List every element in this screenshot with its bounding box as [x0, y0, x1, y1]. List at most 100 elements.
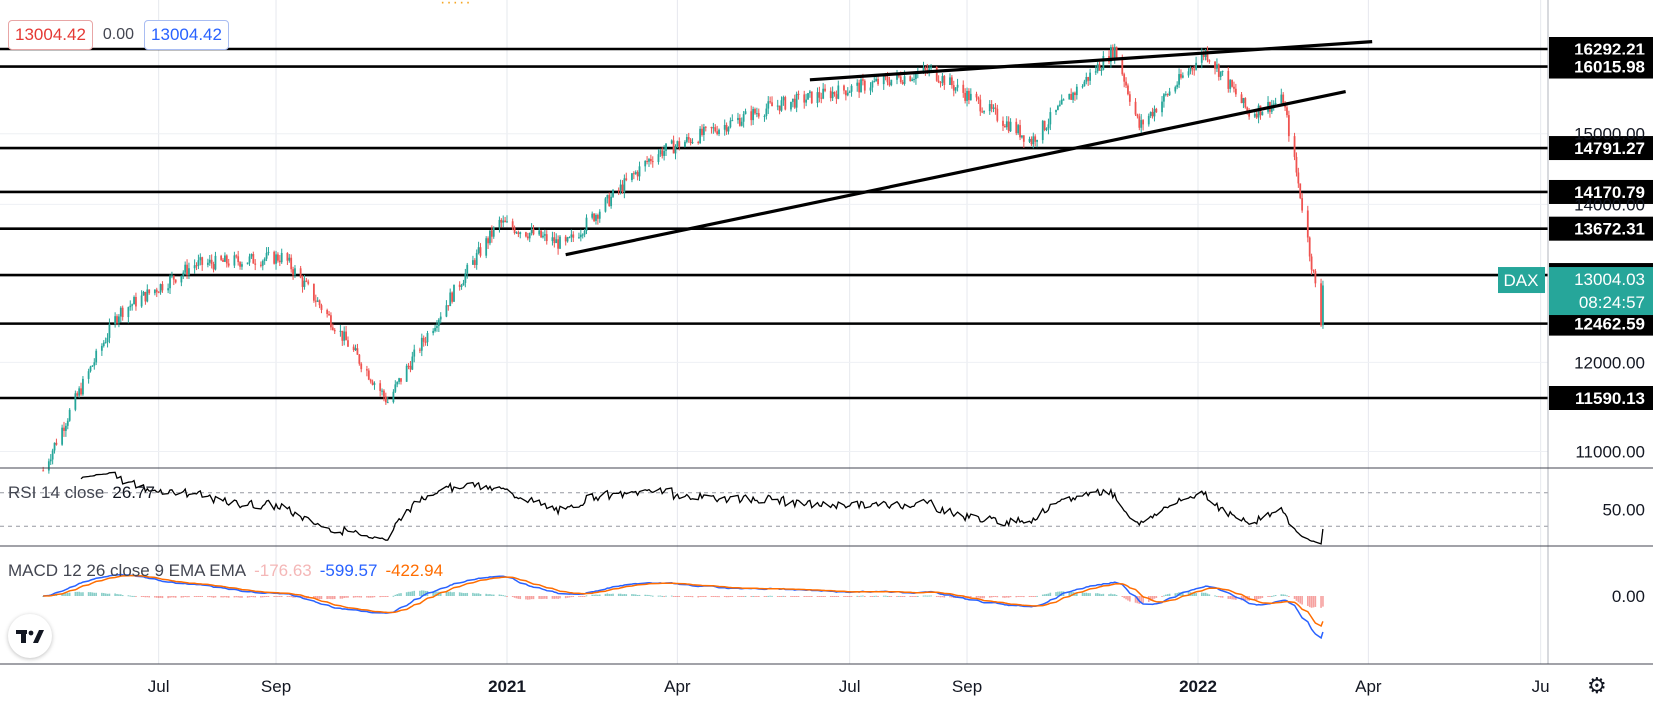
macd-histogram-bar	[314, 596, 317, 600]
candle-body	[1195, 62, 1198, 70]
macd-histogram-bar	[890, 596, 893, 597]
candle-body	[1282, 94, 1285, 105]
candle-body	[241, 264, 243, 267]
macd-histogram-bar	[593, 594, 595, 596]
macd-histogram-bar	[167, 596, 169, 599]
macd-histogram-bar	[597, 594, 599, 596]
candle-body	[754, 108, 756, 114]
macd-histogram-bar	[776, 596, 779, 597]
candle-body	[261, 260, 264, 266]
candle-body	[1163, 94, 1165, 102]
macd-histogram-bar	[182, 596, 185, 598]
macd-line	[43, 573, 1324, 640]
macd-histogram-bar	[1094, 593, 1097, 596]
candle-body	[1060, 99, 1063, 105]
candle-body	[1070, 93, 1073, 100]
candle-body	[193, 265, 196, 269]
candle-body	[674, 146, 677, 154]
candle-body	[341, 330, 344, 341]
candle-body	[280, 252, 283, 263]
tradingview-logo-icon[interactable]	[8, 614, 52, 658]
macd-histogram-bar	[674, 596, 677, 597]
level-label-box	[1549, 54, 1653, 79]
candle-body	[49, 459, 52, 462]
candle-body	[288, 257, 291, 261]
gear-icon[interactable]: ⚙	[1587, 673, 1607, 698]
macd-histogram-bar	[822, 596, 824, 597]
macd-histogram-bar	[979, 596, 982, 599]
macd-histogram-bar	[877, 596, 879, 597]
candle-body	[903, 76, 906, 84]
macd-histogram-bar	[909, 596, 912, 597]
candle-body	[869, 87, 872, 91]
candle-body	[750, 111, 753, 121]
macd-histogram-bar	[1108, 594, 1110, 596]
macd-histogram-bar	[678, 596, 681, 597]
macd-histogram-bar	[373, 596, 376, 598]
candle-body	[1208, 60, 1211, 62]
macd-histogram-bar	[1045, 593, 1048, 596]
candle-body	[259, 264, 262, 266]
macd-histogram-bar	[385, 596, 387, 597]
candle-body	[1297, 172, 1300, 184]
candle-body	[1233, 86, 1235, 89]
candle-body	[1314, 271, 1317, 284]
macd-histogram-bar	[318, 596, 321, 600]
macd-histogram-bar	[252, 596, 255, 598]
macd-histogram-bar	[701, 596, 703, 597]
macd-histogram-bar	[949, 596, 951, 598]
candle-body	[1151, 111, 1154, 117]
buy-price-button[interactable]: 13004.42	[144, 20, 229, 50]
candle-body	[816, 92, 819, 103]
candle-body	[1161, 101, 1163, 113]
macd-histogram-bar	[606, 593, 609, 596]
macd-histogram-bar	[239, 596, 241, 598]
macd-histogram-bar	[434, 591, 436, 596]
candle-body	[472, 260, 474, 265]
macd-histogram-bar	[394, 594, 397, 596]
candle-body	[108, 324, 111, 338]
candle-body	[810, 91, 813, 103]
macd-histogram-bar	[369, 596, 372, 598]
macd-histogram-bar	[91, 592, 94, 596]
sell-price-button[interactable]: 13004.42	[8, 20, 93, 50]
candle-body	[525, 232, 527, 237]
macd-legend[interactable]: MACD 12 26 close 9 EMA EMA -176.63 -599.…	[8, 561, 443, 581]
candle-body	[1068, 93, 1071, 100]
candle-body	[227, 263, 230, 266]
macd-histogram-bar	[1059, 591, 1061, 596]
rsi-legend[interactable]: RSI 14 close 26.77	[8, 483, 155, 503]
candle-body	[689, 139, 692, 144]
macd-histogram-bar	[1155, 596, 1158, 598]
candle-body	[528, 232, 531, 239]
candle-body	[320, 305, 323, 310]
candle-body	[153, 289, 156, 294]
macd-histogram-bar	[752, 595, 754, 597]
macd-histogram-bar	[935, 596, 938, 597]
candle-body	[651, 161, 654, 163]
macd-histogram-bar	[392, 595, 395, 597]
macd-histogram-bar	[131, 595, 133, 597]
macd-histogram-bar	[1076, 592, 1078, 596]
macd-histogram-bar	[419, 590, 421, 596]
candle-body	[405, 365, 408, 382]
candle-body	[487, 238, 489, 244]
candle-body	[757, 113, 760, 117]
macd-histogram-bar	[68, 592, 71, 596]
macd-histogram-bar	[279, 596, 281, 597]
candle-body	[95, 350, 98, 363]
macd-histogram-bar	[1019, 596, 1021, 598]
candle-body	[1123, 74, 1126, 82]
candle-body	[1057, 106, 1059, 110]
macd-histogram-bar	[1314, 596, 1317, 607]
macd-histogram-bar	[371, 596, 374, 598]
candle-body	[252, 254, 255, 264]
candle-body	[250, 254, 253, 257]
macd-histogram-bar	[275, 596, 277, 597]
macd-histogram-bar	[1214, 595, 1216, 597]
candle-body	[579, 234, 582, 238]
candle-body	[237, 256, 240, 263]
macd-histogram-bar	[76, 591, 79, 596]
candle-body	[744, 111, 747, 115]
